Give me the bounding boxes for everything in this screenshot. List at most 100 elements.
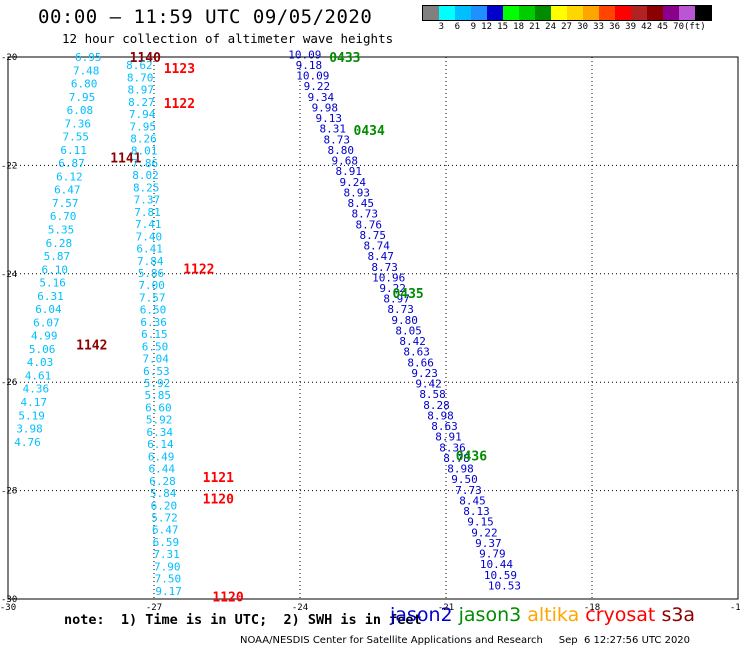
- time-label: 0433: [329, 51, 360, 66]
- y-tick-label: -26: [1, 378, 17, 388]
- swh-value-label: 6.31: [37, 290, 64, 303]
- swh-value-label: 8.36: [439, 441, 466, 454]
- x-tick-label: -30: [0, 603, 16, 613]
- time-label: 1120: [203, 493, 234, 508]
- y-tick-label: -28: [1, 487, 17, 497]
- swh-value-label: 8.75: [359, 229, 386, 242]
- swh-value-label: 6.60: [145, 401, 172, 414]
- swh-value-label: 6.20: [151, 499, 178, 512]
- time-label: 1122: [183, 262, 214, 277]
- scale-swatch: [503, 6, 519, 20]
- scale-swatch: [471, 6, 487, 20]
- swh-value-label: 9.68: [332, 155, 359, 168]
- swh-value-label: 8.28: [423, 399, 450, 412]
- swh-value-label: 5.86: [138, 267, 165, 280]
- scale-swatch: [663, 6, 679, 20]
- y-tick-label: -24: [1, 270, 17, 280]
- time-label: 1142: [76, 338, 107, 353]
- scale-swatch: [631, 6, 647, 20]
- scale-label: 12: [481, 22, 492, 32]
- swh-value-label: 9.98: [312, 101, 339, 114]
- swh-value-label: 6.12: [56, 170, 83, 183]
- swh-value-label: 8.66: [407, 356, 434, 369]
- swh-value-label: 8.98: [427, 409, 454, 422]
- swh-value-label: 6.14: [147, 438, 174, 451]
- swh-value-label: 7.40: [136, 230, 163, 243]
- swh-value-label: 8.91: [435, 431, 462, 444]
- swh-value-label: 5.35: [48, 224, 75, 237]
- scale-swatch: [439, 6, 455, 20]
- swh-value-label: 8.97: [128, 84, 155, 97]
- swh-value-label: 8.76: [355, 218, 382, 231]
- satellite-legend: jason2 jason3 altika cryosat s3a: [390, 604, 695, 626]
- scale-swatch: [455, 6, 471, 20]
- scale-label: 39: [625, 22, 636, 32]
- swh-value-label: 8.13: [463, 505, 490, 518]
- swh-value-label: 6.28: [149, 475, 176, 488]
- swh-value-label: 8.01: [131, 145, 158, 158]
- scale-label: 30: [577, 22, 588, 32]
- swh-value-label: 6.50: [140, 304, 167, 317]
- swh-value-label: 10.09: [288, 48, 321, 61]
- scale-label: 70: [673, 22, 684, 32]
- swh-value-label: 6.10: [41, 263, 68, 276]
- swh-value-label: 7.48: [73, 64, 100, 77]
- x-tick-label: -15: [730, 603, 740, 613]
- swh-value-label: 8.80: [328, 144, 355, 157]
- swh-value-label: 9.22: [379, 282, 406, 295]
- swh-value-label: 9.22: [304, 80, 331, 93]
- time-label: 1120: [212, 590, 243, 605]
- swh-value-label: 10.09: [296, 70, 329, 83]
- swh-value-label: 8.42: [399, 335, 426, 348]
- plot-frame: [7, 56, 739, 600]
- scale-label: 42: [641, 22, 652, 32]
- y-tick-label: -30: [1, 595, 17, 605]
- swh-value-label: 9.42: [415, 378, 442, 391]
- scale-swatch: [551, 6, 567, 20]
- swh-value-label: 6.95: [75, 51, 102, 64]
- time-label: 0434: [354, 124, 385, 139]
- swh-value-label: 10.59: [484, 569, 517, 582]
- swh-value-label: 10.53: [488, 579, 521, 592]
- swh-value-label: 5.06: [29, 343, 56, 356]
- swh-value-label: 7.55: [62, 131, 89, 144]
- y-tick-label: -22: [1, 161, 17, 171]
- swh-value-label: 9.18: [296, 59, 323, 72]
- swh-value-label: 6.11: [60, 144, 87, 157]
- swh-value-label: 8.45: [347, 197, 374, 210]
- time-label: 1141: [110, 151, 141, 166]
- swh-value-label: 7.57: [52, 197, 79, 210]
- satellite-altika: altika: [527, 604, 586, 626]
- swh-value-label: 6.49: [148, 450, 175, 463]
- swh-value-label: 9.80: [391, 314, 418, 327]
- footer-credit: NOAA/NESDIS Center for Satellite Applica…: [240, 635, 691, 646]
- satellite-s3a: s3a: [661, 604, 696, 626]
- swh-value-label: 7.31: [153, 548, 180, 561]
- time-label: 1122: [164, 97, 195, 112]
- swh-value-label: 8.70: [127, 71, 154, 84]
- chart-title: 00:00 – 11:59 UTC 09/05/2020: [38, 6, 373, 28]
- swh-value-label: 9.13: [316, 112, 343, 125]
- swh-value-label: 9.22: [471, 526, 498, 539]
- swh-value-label: 8.74: [363, 240, 390, 253]
- swh-value-label: 10.44: [480, 558, 513, 571]
- satellite-cryosat: cryosat: [585, 604, 662, 626]
- scale-swatch: [567, 6, 583, 20]
- swh-value-label: 6.44: [149, 463, 176, 476]
- swh-value-label: 7.84: [137, 255, 164, 268]
- scale-label: 9: [470, 22, 476, 32]
- swh-value-label: 4.36: [23, 383, 50, 396]
- scale-swatch: [615, 6, 631, 20]
- scale-label: 33: [593, 22, 604, 32]
- scale-label: 24: [545, 22, 556, 32]
- swh-value-label: 7.95: [130, 120, 157, 133]
- swh-value-label: 7.57: [139, 291, 166, 304]
- swh-value-label: 8.98: [447, 463, 474, 476]
- color-scale-bar: [422, 5, 712, 21]
- scale-swatch: [599, 6, 615, 20]
- swh-value-label: 6.08: [67, 104, 94, 117]
- swh-value-label: 6.28: [46, 237, 73, 250]
- swh-value-label: 8.02: [132, 169, 159, 182]
- swh-value-label: 7.50: [155, 573, 182, 586]
